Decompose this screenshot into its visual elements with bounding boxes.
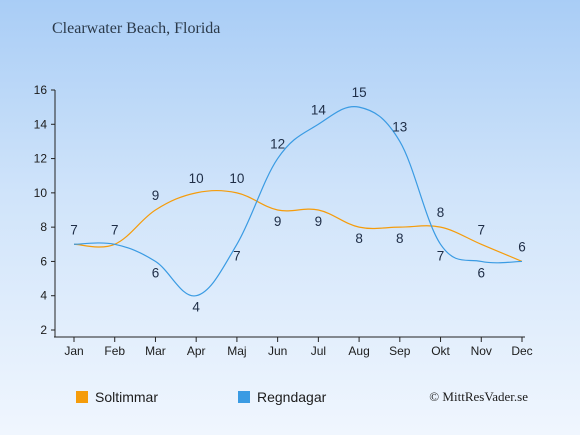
data-label-regndagar: 7 xyxy=(437,248,445,263)
legend-label-regndagar: Regndagar xyxy=(257,389,327,405)
data-label-regndagar: 4 xyxy=(192,300,200,315)
data-label-soltimmar: 7 xyxy=(478,222,486,237)
series-line-soltimmar xyxy=(73,189,523,262)
data-label-regndagar: 6 xyxy=(152,265,160,280)
data-label-regndagar: 12 xyxy=(270,137,285,152)
data-label-soltimmar: 6 xyxy=(518,239,526,254)
y-tick-label: 8 xyxy=(40,220,47,234)
x-tick-label: Jan xyxy=(64,344,83,358)
chart-title: Clearwater Beach, Florida xyxy=(52,20,221,37)
copyright-text: © MittResVader.se xyxy=(429,389,528,404)
data-label-soltimmar: 9 xyxy=(274,214,282,229)
series-line-regndagar xyxy=(73,106,523,297)
legend-label-soltimmar: Soltimmar xyxy=(95,389,159,405)
x-tick-label: Apr xyxy=(187,344,206,358)
legend-swatch-soltimmar xyxy=(76,391,88,403)
legend-swatch-regndagar xyxy=(238,391,250,403)
y-tick-label: 14 xyxy=(34,117,48,131)
data-label-soltimmar: 9 xyxy=(315,214,323,229)
y-tick-label: 16 xyxy=(34,83,48,97)
data-label-regndagar: 7 xyxy=(233,248,241,263)
x-tick-label: Maj xyxy=(227,344,246,358)
x-tick-label: Nov xyxy=(471,344,492,358)
x-tick-label: Mar xyxy=(145,344,166,358)
x-tick-label: Dec xyxy=(511,344,532,358)
data-label-regndagar: 14 xyxy=(311,102,327,117)
data-label-soltimmar: 8 xyxy=(355,231,363,246)
x-tick-label: Sep xyxy=(389,344,411,358)
y-tick-label: 10 xyxy=(34,186,48,200)
x-tick-label: Aug xyxy=(348,344,369,358)
x-tick-label: Feb xyxy=(104,344,125,358)
data-label-regndagar: 6 xyxy=(478,265,486,280)
legend-item-regndagar: Regndagar xyxy=(238,389,326,405)
data-label-regndagar: 15 xyxy=(352,85,367,100)
data-label-regndagar: 13 xyxy=(392,119,407,134)
y-tick-label: 4 xyxy=(40,289,47,303)
data-label-soltimmar: 8 xyxy=(396,231,404,246)
legend-item-soltimmar: Soltimmar xyxy=(76,389,158,405)
y-tick-label: 6 xyxy=(40,254,47,268)
data-label-soltimmar: 8 xyxy=(437,205,445,220)
data-label-soltimmar: 10 xyxy=(229,171,244,186)
data-label-soltimmar: 7 xyxy=(111,222,119,237)
x-tick-label: Okt xyxy=(431,344,450,358)
x-tick-label: Jun xyxy=(268,344,287,358)
x-tick-label: Jul xyxy=(311,344,326,358)
y-tick-label: 2 xyxy=(40,323,47,337)
data-label-soltimmar: 10 xyxy=(189,171,204,186)
y-tick-label: 12 xyxy=(34,152,48,166)
data-label-soltimmar: 7 xyxy=(70,222,78,237)
data-label-soltimmar: 9 xyxy=(152,188,160,203)
